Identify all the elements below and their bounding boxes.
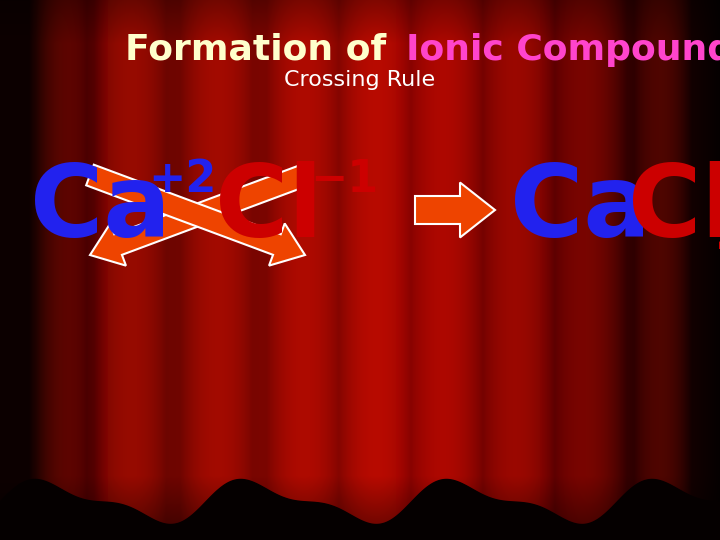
Text: Ca: Ca	[30, 161, 171, 259]
FancyArrow shape	[86, 165, 305, 266]
Text: +2: +2	[148, 159, 217, 201]
Text: Ionic Compounds: Ionic Compounds	[406, 33, 720, 67]
Text: 2: 2	[715, 211, 720, 259]
FancyArrow shape	[415, 183, 495, 238]
Text: Cl: Cl	[628, 161, 720, 259]
Text: Cl: Cl	[215, 161, 323, 259]
Text: −1: −1	[310, 159, 378, 201]
FancyArrow shape	[90, 165, 309, 266]
Text: Formation of: Formation of	[125, 33, 399, 67]
Text: Crossing Rule: Crossing Rule	[284, 70, 436, 90]
Text: Ca: Ca	[510, 161, 651, 259]
